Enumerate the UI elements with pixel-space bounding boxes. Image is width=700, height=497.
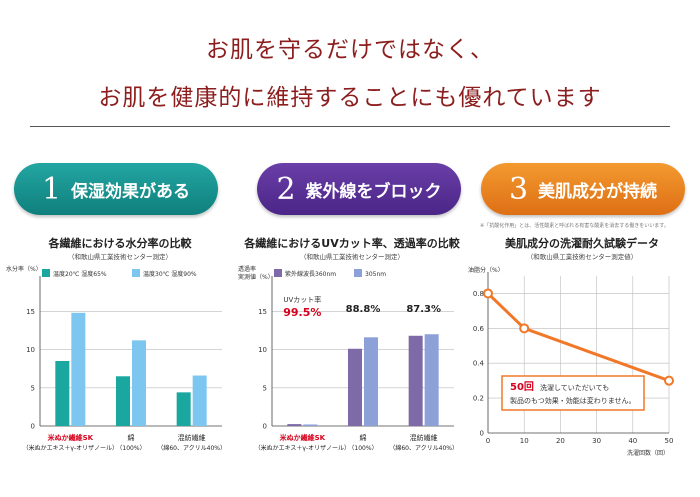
bar	[348, 348, 362, 426]
badge-number: 2	[276, 171, 296, 207]
x-tick-label: 50	[665, 437, 674, 445]
y-axis-label: 透過率	[238, 265, 256, 273]
data-label: 87.3%	[406, 304, 441, 315]
x-category-label: 米ぬか繊維SK	[279, 433, 326, 442]
antioxidant-note: ※「抗酸化作用」とは、活性酸素と呼ばれる有害な酸素を消去する働きをいいます。	[480, 223, 669, 229]
y-tick-label: 0.8	[473, 290, 484, 298]
legend-label: 温度20℃ 湿度65%	[53, 270, 107, 278]
x-category-label: 混紡繊維	[410, 433, 438, 442]
headline-line-1: お肌を守るだけではなく、	[206, 37, 494, 63]
legend-label: 温度30℃ 湿度90%	[143, 270, 197, 278]
y-axis-label: 油脂分（%）	[468, 266, 504, 274]
wash-durability-chart: 美肌成分の洗濯耐久試験データ （和歌山県工業技術センター測定値） 油脂分（%） 0 0.…	[468, 236, 674, 457]
y-tick-label: 0	[480, 430, 484, 438]
x-category-label: 米ぬか繊維SK	[47, 433, 94, 442]
callout-highlight: 50回	[510, 381, 534, 393]
legend-label: 305nm	[365, 271, 386, 278]
chart-title: 各繊維におけるUVカット率、透過率の比較	[243, 236, 460, 250]
badge-number: 3	[508, 171, 529, 207]
y-tick-label: 0.4	[473, 360, 485, 368]
legend-swatch	[132, 269, 140, 277]
legend-swatch	[42, 269, 50, 277]
x-category-sublabel: （100%）	[116, 445, 145, 452]
y-axis-label: 実測値（%）	[238, 273, 274, 281]
x-tick-label: 20	[556, 437, 565, 445]
badge-uv-block: 2 紫外線をブロック	[257, 163, 461, 215]
bar	[408, 335, 423, 426]
x-category-sublabel: （米ぬかエキス＋γ-オリザノール）	[23, 444, 118, 452]
bar	[116, 376, 130, 426]
bar	[176, 392, 191, 426]
bar	[55, 361, 70, 426]
y-tick-label: 0	[263, 423, 267, 431]
uv-cut-chart: 各繊維におけるUVカット率、透過率の比較 （和歌山県工業技術センター測定） 透過率実…	[238, 236, 461, 452]
y-tick-label: 5	[31, 384, 35, 392]
moisture-chart: 各繊維における水分率の比較 （和歌山県工業技術センター測定） 水分率（%） 0 5 10 1…	[6, 236, 226, 452]
uv-cut-annotation: UVカット率	[283, 295, 321, 304]
headline-line-2: お肌を健康的に維持することにも優れています	[98, 85, 602, 111]
callout-text: 洗濯していただいても	[540, 383, 609, 392]
chart-subtitle: （和歌山県工業技術センター測定）	[68, 252, 172, 261]
chart-title: 各繊維における水分率の比較	[48, 236, 193, 250]
badge-number: 1	[41, 171, 62, 207]
badge-label: 美肌成分が持続	[538, 181, 658, 202]
bar	[71, 312, 86, 426]
bar	[424, 334, 439, 426]
chart-subtitle: （和歌山県工業技術センター測定値）	[527, 252, 638, 261]
badge-beauty-lasting: 3 美肌成分が持続	[481, 163, 685, 215]
callout-box	[501, 375, 645, 411]
x-category-label: 混紡繊維	[178, 433, 206, 442]
data-point	[519, 323, 530, 334]
chart-subtitle: （和歌山県工業技術センター測定）	[300, 252, 404, 261]
y-tick-label: 0.2	[473, 395, 484, 403]
x-tick-label: 30	[592, 437, 601, 445]
x-tick-label: 10	[520, 437, 529, 445]
x-tick-label: 40	[628, 437, 637, 445]
chart-title: 美肌成分の洗濯耐久試験データ	[505, 236, 659, 250]
y-tick-label: 15	[26, 308, 35, 316]
y-tick-label: 0	[31, 423, 35, 431]
divider	[30, 126, 670, 127]
x-category-label: 綿	[360, 433, 367, 442]
x-category-label: 綿	[128, 433, 135, 442]
x-axis-label: 洗濯回数（回）	[627, 449, 669, 457]
y-tick-label: 10	[26, 346, 35, 354]
y-tick-label: 15	[258, 308, 267, 316]
series-line	[486, 292, 670, 383]
x-category-sublabel: （米ぬかエキス＋γ-オリザノール）	[255, 444, 350, 452]
legend-swatch	[354, 269, 362, 277]
legend-swatch	[274, 269, 282, 277]
x-tick-label: 0	[486, 437, 490, 445]
bar	[192, 375, 207, 426]
bar	[303, 424, 318, 426]
legend-label: 紫外線波長360nm	[285, 270, 336, 278]
y-axis-label: 水分率（%）	[6, 265, 42, 273]
data-point	[664, 375, 674, 386]
bar	[287, 424, 302, 426]
data-label: 99.5%	[283, 306, 321, 319]
x-category-sublabel: （綿60、アクリル40%）	[157, 444, 226, 452]
y-tick-label: 5	[263, 384, 267, 392]
data-label: 88.8%	[346, 304, 381, 315]
y-tick-label: 0.6	[473, 325, 485, 333]
x-category-sublabel: （綿60、アクリル40%）	[389, 444, 458, 452]
bar	[132, 340, 146, 426]
x-category-sublabel: （100%）	[348, 445, 377, 452]
callout-text: 製品のもつ効果・効能は変わりません。	[510, 396, 636, 405]
badge-label: 保湿効果がある	[71, 181, 191, 202]
data-point	[483, 288, 493, 299]
y-tick-label: 10	[258, 346, 267, 354]
badge-label: 紫外線をブロック	[305, 181, 442, 202]
badge-moisture: 1 保湿効果がある	[14, 163, 218, 215]
bar	[364, 337, 378, 426]
